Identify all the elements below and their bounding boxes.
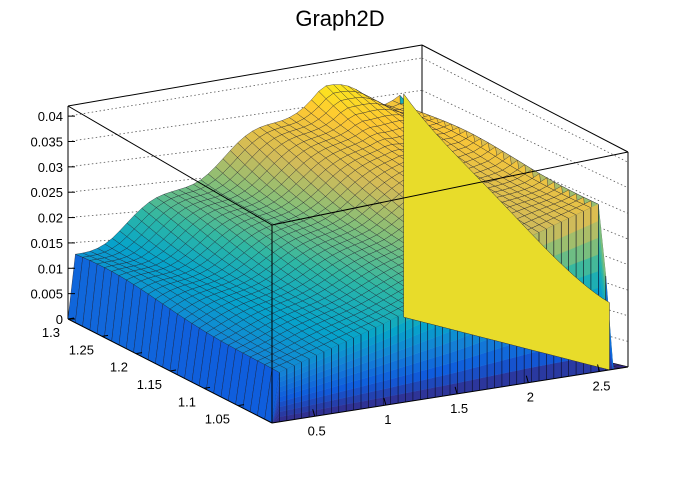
z-tick-label: 0.015	[30, 236, 63, 251]
x-tick	[597, 364, 601, 372]
surface-wall-cell	[472, 378, 480, 392]
y-tick-label: 1.15	[137, 377, 162, 392]
surface-wall-cell	[494, 360, 503, 376]
z-tick-label: 0.025	[30, 185, 63, 200]
z-tick-label: 0	[56, 312, 63, 327]
y-tick-label: 1.25	[69, 342, 94, 357]
surface-wall-cell	[486, 375, 495, 390]
y-tick	[169, 369, 177, 372]
surface	[67, 84, 629, 424]
x-tick-label: 1.5	[450, 401, 468, 416]
surface-wall-cell	[575, 211, 584, 232]
surface-wall-cell	[546, 363, 554, 380]
y-tick-label: 1.3	[42, 325, 60, 340]
surface-wall-cell	[405, 391, 414, 403]
chart-title: Graph2D	[295, 6, 384, 31]
surface-wall-cell	[590, 254, 599, 275]
surface-wall-cell	[590, 270, 599, 291]
x-tick	[454, 386, 458, 395]
surface-wall-cell	[501, 344, 510, 361]
surface-wall-cell	[442, 373, 451, 387]
surface-wall-cell	[575, 243, 584, 264]
surface-wall-cell	[427, 377, 436, 389]
surface-wall-cell	[590, 237, 599, 258]
y-tick	[67, 317, 75, 320]
surface-wall-cell	[442, 384, 451, 397]
surface-wall-cell	[486, 349, 495, 365]
z-tick-label: 0.02	[38, 211, 63, 226]
surface-wall-cell	[575, 259, 584, 280]
surface-wall-cell	[531, 365, 540, 383]
y-tick-label: 1.05	[205, 412, 230, 427]
surface-wall-cell	[390, 394, 399, 405]
z-tick-label: 0.04	[38, 109, 63, 124]
surface-wall-cell	[553, 221, 562, 242]
surface-wall-cell	[561, 360, 569, 378]
surface-wall-cell	[472, 366, 480, 381]
surface-wall-cell	[479, 376, 488, 391]
surface-wall-cell	[494, 347, 503, 363]
surface-wall-cell	[583, 257, 592, 277]
surface-wall-cell	[561, 218, 569, 238]
surface-wall-cell	[501, 358, 510, 374]
x-tick	[525, 375, 529, 383]
surface-wall-cell	[568, 246, 577, 267]
surface-wall-cell	[420, 378, 428, 391]
surface-wall-cell	[583, 240, 592, 261]
x-tick	[312, 409, 316, 417]
x-tick-label: 0.5	[308, 423, 326, 438]
surface-wall-cell	[509, 370, 517, 386]
z-tick-label: 0.01	[38, 261, 63, 276]
surface-wall-cell	[524, 352, 532, 370]
surface-wall-cell	[583, 207, 592, 228]
z-tick-label: 0.035	[30, 135, 63, 150]
surface-wall-cell	[501, 371, 510, 387]
y-tick	[135, 352, 143, 355]
surface-wall-cell	[516, 368, 525, 385]
surface-wall-cell	[568, 358, 577, 377]
surface-wall-cell	[435, 385, 443, 398]
y-tick-label: 1.1	[178, 394, 196, 409]
surface-wall-cell	[531, 351, 540, 368]
y-tick	[237, 404, 245, 407]
surface-wall-cell	[449, 371, 458, 385]
surface-wall-cell	[538, 364, 547, 382]
y-axis: 1.05 1.1 1.15 1.2 1.25 1.3	[42, 317, 245, 427]
z-axis: 0 0.005 0.01 0.015 0.02 0.025 0.03 0.035 0.04	[30, 109, 75, 327]
surface-wall-cell	[509, 356, 517, 373]
x-axis: 0.5 1 1.5 2 2.5	[308, 364, 611, 438]
z-tick-label: 0.005	[30, 287, 63, 302]
surface-wall-cell	[420, 388, 428, 400]
surface-wall-cell	[449, 382, 458, 396]
x-tick-label: 2	[527, 390, 534, 405]
x-tick	[383, 397, 387, 406]
y-tick-label: 1.2	[110, 360, 128, 375]
surface-wall-cell	[494, 373, 503, 389]
surface-wall-cell	[479, 364, 488, 379]
surface-wall-cell	[464, 379, 473, 393]
surface-wall-cell	[590, 203, 599, 225]
surface-wall-cell	[479, 351, 488, 367]
surface-wall-cell	[568, 214, 577, 235]
surface-wall-cell	[412, 390, 421, 401]
surface-wall-cell	[464, 368, 473, 382]
surface-wall-cell	[412, 380, 421, 392]
surface-wall-cell	[435, 375, 443, 388]
y-tick	[203, 386, 211, 389]
surface-wall-cell	[457, 370, 465, 384]
y-tick	[101, 334, 109, 337]
z-tick-label: 0.03	[38, 160, 63, 175]
surface-wall-cell	[516, 354, 525, 371]
surface-wall-cell	[405, 382, 414, 394]
surface-wall-cell	[427, 387, 436, 399]
surface-wall-cell	[486, 362, 495, 377]
surface-wall-cell	[553, 361, 562, 379]
x-tick-label: 2.5	[592, 378, 610, 393]
x-tick-label: 1	[384, 412, 391, 427]
surface-wall-cell	[449, 361, 458, 375]
surface-side-wall	[403, 93, 610, 371]
surface-wall-cell	[457, 381, 465, 394]
